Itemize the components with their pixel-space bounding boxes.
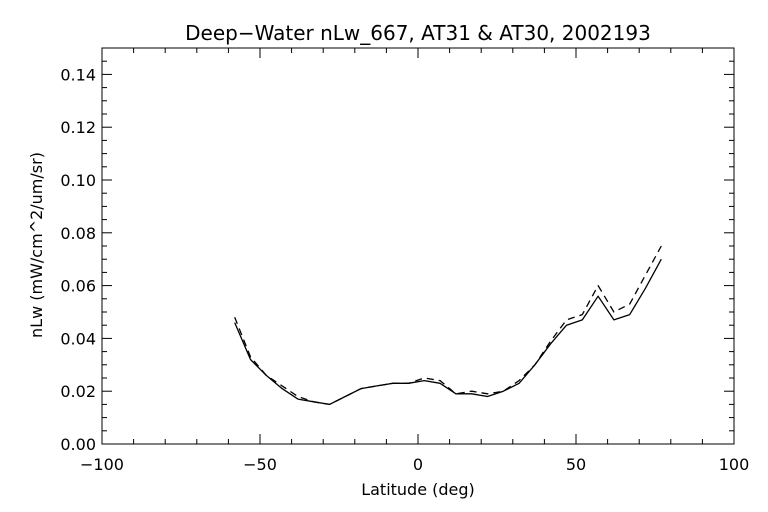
plot-frame	[101, 47, 735, 445]
series-line-dashed	[234, 245, 662, 406]
chart-title: Deep−Water nLw_667, AT31 & AT30, 2002193	[185, 21, 651, 45]
y-axis-label: nLw (mW/cm^2/um/sr)	[27, 152, 46, 338]
y-tick-label: 0.02	[60, 382, 96, 401]
y-tick-label: 0.10	[60, 171, 96, 190]
y-tick-label: 0.12	[60, 118, 96, 137]
axes: −100 −50 0 50 100 0.00 0.02 0.04 0.06 0.08 0.10 0.1…	[60, 47, 750, 474]
y-tick-label: 0.08	[60, 224, 96, 243]
series-layer	[234, 245, 662, 406]
x-tick-label: −50	[243, 455, 277, 474]
x-tick-label: 0	[413, 455, 423, 474]
y-tick-label: 0.04	[60, 329, 96, 348]
x-tick-label: 50	[566, 455, 586, 474]
x-axis-label: Latitude (deg)	[361, 480, 475, 499]
y-tick-label: 0.14	[60, 65, 96, 84]
y-tick-label: 0.06	[60, 277, 96, 296]
x-tick-label: 100	[719, 455, 750, 474]
y-tick-label: 0.00	[60, 435, 96, 454]
x-tick-label: −100	[80, 455, 124, 474]
series-line-solid	[234, 258, 662, 406]
